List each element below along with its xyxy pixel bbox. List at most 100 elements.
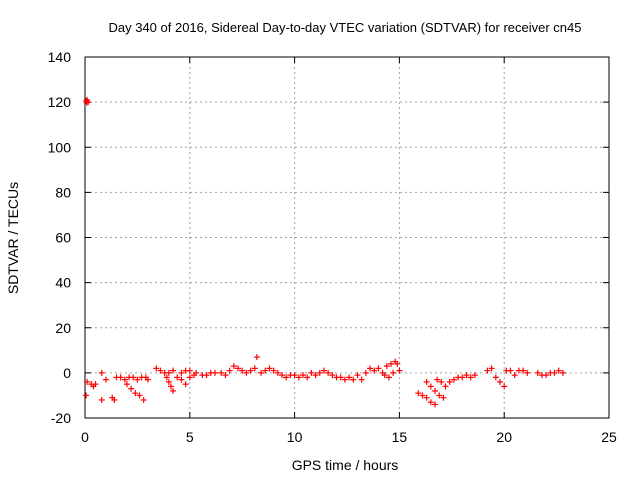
data-point [258, 369, 265, 376]
data-point [136, 392, 143, 399]
data-point [390, 369, 397, 376]
y-tick-label: 80 [55, 184, 71, 200]
data-point [375, 365, 382, 372]
data-point [492, 374, 499, 381]
data-point [371, 367, 378, 374]
data-point [427, 399, 434, 406]
data-point [253, 354, 260, 361]
data-point [299, 372, 306, 379]
chart-title: Day 340 of 2016, Sidereal Day-to-day VTE… [108, 20, 581, 35]
data-point [551, 369, 558, 376]
data-point [178, 369, 185, 376]
y-tick-label: 100 [48, 139, 72, 155]
y-axis-label: SDTVAR / TECUs [5, 182, 21, 294]
x-tick-label: 25 [601, 429, 617, 445]
y-tick-labels: -20 0 20 40 60 80 100 120 140 [48, 49, 72, 426]
data-point [90, 383, 97, 390]
data-point [329, 372, 336, 379]
data-point [239, 367, 246, 374]
data-point [440, 394, 447, 401]
data-point [170, 367, 177, 374]
data-point [283, 374, 290, 381]
data-point [182, 381, 189, 388]
data-point [270, 367, 277, 374]
data-point [117, 374, 124, 381]
data-point [98, 369, 105, 376]
data-point [304, 374, 311, 381]
data-point [186, 374, 193, 381]
data-point [140, 396, 147, 403]
data-point [467, 374, 474, 381]
data-point [279, 372, 286, 379]
y-tick-label: 120 [48, 94, 72, 110]
data-point [218, 369, 225, 376]
data-point [153, 365, 160, 372]
data-point [555, 367, 562, 374]
data-point [446, 378, 453, 385]
data-point [423, 394, 430, 401]
data-point [383, 363, 390, 370]
data-point [174, 374, 181, 381]
data-point [251, 365, 258, 372]
data-point [511, 372, 518, 379]
data-point [367, 365, 374, 372]
x-tick-label: 15 [392, 429, 408, 445]
x-tick-labels: 0 5 10 15 20 25 [81, 429, 617, 445]
data-point [83, 392, 90, 399]
data-point [419, 392, 426, 399]
data-point [438, 378, 445, 385]
data-point [501, 383, 508, 390]
data-point [432, 387, 439, 394]
data-point [102, 376, 109, 383]
y-tick-label: 140 [48, 49, 72, 65]
data-point [484, 367, 491, 374]
data-point [423, 378, 430, 385]
data-point [325, 369, 332, 376]
data-point [436, 392, 443, 399]
data-point [186, 367, 193, 374]
data-point [274, 369, 281, 376]
data-point [381, 372, 388, 379]
data-point [222, 372, 229, 379]
x-tick-label: 20 [496, 429, 512, 445]
data-point [434, 376, 441, 383]
x-tick-label: 10 [287, 429, 303, 445]
data-point [134, 376, 141, 383]
data-point [488, 365, 495, 372]
x-tick-label: 0 [81, 429, 89, 445]
data-point [394, 360, 401, 367]
data-point [130, 374, 137, 381]
data-point [291, 372, 298, 379]
data-point [165, 369, 172, 376]
data-point [157, 367, 164, 374]
data-point [230, 363, 237, 370]
data-point [84, 378, 91, 385]
data-point [167, 383, 174, 390]
data-point [350, 376, 357, 383]
data-point [534, 369, 541, 376]
data-point [341, 376, 348, 383]
data-point [524, 369, 531, 376]
data-point [388, 360, 395, 367]
data-point [266, 365, 273, 372]
data-point [427, 383, 434, 390]
data-point [471, 372, 478, 379]
tick-marks [84, 56, 610, 419]
data-point [442, 383, 449, 390]
data-point [170, 387, 177, 394]
data-point [193, 369, 200, 376]
data-point [450, 376, 457, 383]
data-point [312, 372, 319, 379]
data-point [543, 372, 550, 379]
data-point [144, 376, 151, 383]
x-axis-label: GPS time / hours [292, 457, 399, 473]
data-point [165, 378, 172, 385]
data-point [178, 376, 185, 383]
data-points [83, 96, 566, 408]
data-point [463, 372, 470, 379]
data-point [123, 381, 130, 388]
grid-lines [85, 57, 609, 418]
y-tick-label: -20 [51, 410, 71, 426]
data-point [243, 369, 250, 376]
